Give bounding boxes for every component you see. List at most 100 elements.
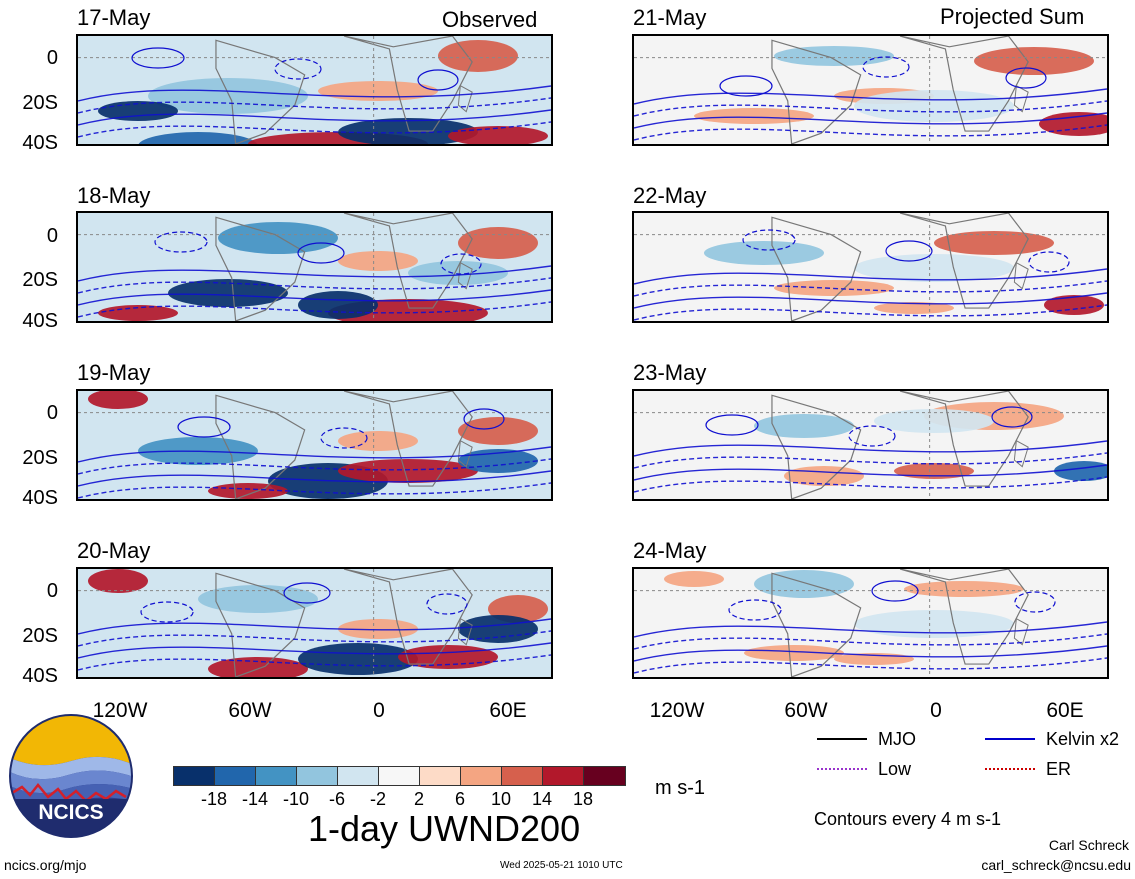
contour-note: Contours every 4 m s-1 <box>814 809 1002 829</box>
kelvin-contour <box>78 121 551 138</box>
coastline-south-america <box>771 216 862 321</box>
shaded-anomaly <box>754 414 854 438</box>
date-label-18-may: 18-May <box>77 183 151 208</box>
shaded-anomaly <box>338 459 478 483</box>
kelvin-contour <box>634 112 1107 129</box>
kelvin-contour <box>634 304 1107 321</box>
kelvin-contour <box>78 482 551 499</box>
map-panel-canvas <box>634 36 1107 144</box>
kelvin-contour-loop <box>417 69 459 91</box>
map-panel-canvas <box>634 391 1107 499</box>
date-label-17-may: 17-May <box>77 5 151 30</box>
shaded-anomaly <box>874 409 994 433</box>
shaded-anomaly <box>1039 112 1107 136</box>
colorbar-cell <box>420 767 461 785</box>
kelvin-contour-loop <box>463 408 505 430</box>
kelvin-contour-loop <box>719 75 773 97</box>
map-panel-18-may <box>76 211 553 323</box>
y-label-40s-row1: 40S <box>22 132 58 154</box>
map-panel-17-may <box>76 34 553 146</box>
kelvin-contour-loop <box>154 231 208 253</box>
x-label-120w-right: 120W <box>649 699 705 722</box>
shaded-anomaly <box>298 291 378 319</box>
observed-header: Observed <box>442 7 538 32</box>
map-panel-canvas <box>634 213 1107 321</box>
colorbar-tick-label: -10 <box>282 789 309 809</box>
map-panel-24-may <box>632 567 1109 679</box>
map-panel-22-may <box>632 211 1109 323</box>
kelvin-contour-loop <box>728 599 782 621</box>
shaded-anomaly <box>438 40 518 72</box>
y-label-0-row3: 0 <box>46 402 58 424</box>
colorbar-cell <box>297 767 338 785</box>
map-panel-canvas <box>78 213 551 321</box>
ncics-logo: NCICS <box>8 713 134 839</box>
colorbar-cell <box>543 767 584 785</box>
shaded-anomaly <box>408 261 508 285</box>
kelvin-contour <box>634 621 1107 638</box>
kelvin-contour-loop <box>1005 67 1047 89</box>
coastline-madagascar <box>457 84 473 113</box>
x-label-60w-left: 60W <box>228 699 272 722</box>
shaded-anomaly <box>974 47 1094 75</box>
kelvin-contour-loop <box>274 58 322 80</box>
kelvin-contour-loop <box>848 425 896 447</box>
colorbar-cell <box>215 767 256 785</box>
date-label-21-may: 21-May <box>633 5 707 30</box>
x-label-0-left: 0 <box>373 699 385 722</box>
shaded-anomaly <box>774 46 894 66</box>
kelvin-contour <box>78 618 551 635</box>
shaded-anomaly <box>298 643 418 675</box>
coastline-africa <box>343 213 473 309</box>
coastline-madagascar <box>457 617 473 646</box>
shaded-anomaly <box>1044 295 1104 315</box>
kelvin-contour-loop <box>440 253 482 275</box>
shaded-anomaly <box>458 615 538 643</box>
coastline-south-america <box>771 39 862 144</box>
coastline-africa <box>899 36 1029 132</box>
legend-er-line <box>985 768 1035 770</box>
shaded-anomaly <box>754 570 854 598</box>
coastline-africa <box>899 391 1029 487</box>
coastline-south-america <box>215 216 306 321</box>
kelvin-contour-loop <box>320 427 368 449</box>
y-label-40s-row3: 40S <box>22 487 58 509</box>
colorbar-tick-label: -2 <box>369 789 386 809</box>
x-label-60e-right: 60E <box>1046 699 1084 722</box>
y-label-20s-row2: 20S <box>22 269 58 291</box>
y-label-20s-row4: 20S <box>22 625 58 647</box>
map-panel-canvas <box>78 36 551 144</box>
shaded-anomaly <box>168 279 288 307</box>
map-panel-20-may <box>76 567 553 679</box>
coastline-africa <box>343 569 473 665</box>
date-label-20-may: 20-May <box>77 538 151 563</box>
colorbar-unit: m s-1 <box>655 777 705 799</box>
colorbar-cell <box>584 767 625 785</box>
date-label-22-may: 22-May <box>633 183 707 208</box>
kelvin-contour <box>78 109 551 126</box>
y-label-20s-row1: 20S <box>22 92 58 114</box>
date-label-24-may: 24-May <box>633 538 707 563</box>
shaded-anomaly <box>854 254 1014 282</box>
kelvin-contour-loop <box>140 601 194 623</box>
legend-er-label: ER <box>1046 759 1072 779</box>
legend-mjo-line <box>817 738 867 740</box>
y-label-0-row4: 0 <box>46 580 58 602</box>
shaded-anomaly <box>1054 461 1107 481</box>
map-panel-canvas <box>78 569 551 677</box>
kelvin-contour <box>78 630 551 647</box>
kelvin-contour-loop <box>991 406 1033 428</box>
kelvin-contour-loop <box>862 56 910 78</box>
colorbar-cell <box>174 767 215 785</box>
kelvin-contour-loop <box>297 242 345 264</box>
shaded-anomaly <box>88 391 148 409</box>
kelvin-contour <box>78 265 551 282</box>
shaded-anomaly <box>854 610 1014 638</box>
date-label-23-may: 23-May <box>633 360 707 385</box>
shaded-anomaly <box>148 78 308 114</box>
colorbar <box>173 766 626 786</box>
y-label-40s-row2: 40S <box>22 310 58 332</box>
coastline-south-america <box>771 572 862 677</box>
kelvin-contour <box>78 301 551 318</box>
coastline-madagascar <box>1013 261 1029 290</box>
